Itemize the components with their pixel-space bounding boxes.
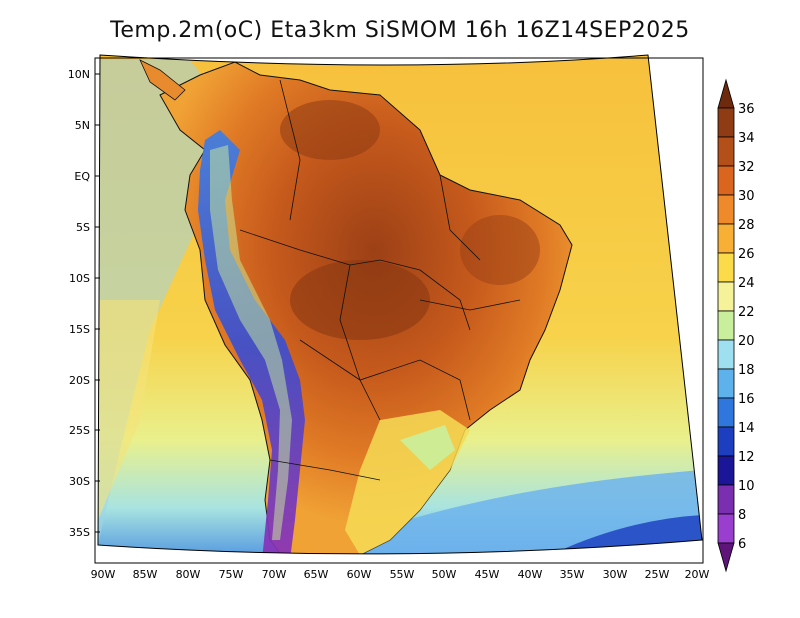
lat-tick-label: 5N (75, 119, 90, 132)
map-frame (97, 54, 703, 555)
map-title: Temp.2m(oC) Eta3km SiSMOM 16h 16Z14SEP20… (110, 18, 690, 43)
colorbar-label: 36 (738, 102, 755, 117)
colorbar-label: 26 (738, 247, 755, 262)
lon-tick-label: 20W (685, 568, 710, 581)
colorbar-label: 10 (738, 479, 755, 494)
colorbar-label: 12 (738, 450, 755, 465)
colorbar-label: 6 (738, 537, 746, 552)
lon-tick-label: 30W (603, 568, 628, 581)
colorbar-label: 30 (738, 189, 755, 204)
lon-tick-label: 70W (262, 568, 287, 581)
lon-tick-label: 85W (133, 568, 158, 581)
colorbar-swatch (717, 426, 735, 457)
axis-frame (94, 57, 704, 564)
colorbar-label: 8 (738, 508, 746, 523)
colorbar-swatch (717, 484, 735, 515)
lon-tick-label: 75W (219, 568, 244, 581)
lat-tick-label: 35S (69, 526, 90, 539)
colorbar-label: 20 (738, 334, 755, 349)
colorbar-swatch (717, 513, 735, 544)
lon-tick-label: 90W (91, 568, 116, 581)
colorbar-swatch (717, 107, 735, 138)
colorbar-swatch (717, 281, 735, 312)
colorbar-label: 14 (738, 421, 755, 436)
lat-tick-label: 5S (76, 221, 90, 234)
colorbar-swatch (717, 310, 735, 341)
colorbar-swatch (717, 136, 735, 167)
colorbar-bottom-arrow (717, 542, 735, 573)
colorbar-label: 32 (738, 160, 755, 175)
lat-tick-label: 20S (69, 374, 90, 387)
colorbar-swatch (717, 194, 735, 225)
colorbar-swatch (717, 165, 735, 196)
colorbar-label: 34 (738, 131, 755, 146)
lat-tick-label: 30S (69, 475, 90, 488)
lat-tick-label: EQ (74, 170, 90, 183)
lon-tick-label: 50W (432, 568, 457, 581)
colorbar-label: 28 (738, 218, 755, 233)
colorbar-swatch (717, 368, 735, 399)
colorbar-swatch (717, 223, 735, 254)
lon-tick-label: 40W (518, 568, 543, 581)
colorbar-swatch (717, 252, 735, 283)
lon-tick-label: 35W (560, 568, 585, 581)
colorbar-label: 16 (738, 392, 755, 407)
lat-tick-label: 15S (69, 323, 90, 336)
lat-tick-label: 25S (69, 424, 90, 437)
colorbar-label: 22 (738, 305, 755, 320)
colorbar-swatch (717, 455, 735, 486)
colorbar-label: 24 (738, 276, 755, 291)
colorbar-swatch (717, 339, 735, 370)
lat-tick-label: 10S (69, 272, 90, 285)
lon-tick-label: 25W (645, 568, 670, 581)
lon-tick-label: 80W (176, 568, 201, 581)
lon-tick-label: 55W (390, 568, 415, 581)
lon-tick-label: 45W (475, 568, 500, 581)
colorbar-swatch (717, 397, 735, 428)
colorbar-top-arrow (717, 78, 735, 109)
lon-axis: 90W 85W 80W 75W 70W 65W 60W 55W 50W 45W … (91, 568, 710, 581)
colorbar-label: 18 (738, 363, 755, 378)
lon-tick-label: 60W (347, 568, 372, 581)
colorbar: 36 34 32 30 28 26 24 22 20 18 16 14 12 10 8 6 (717, 78, 755, 573)
lon-tick-label: 65W (304, 568, 329, 581)
map-panel (98, 55, 702, 554)
lat-tick-label: 10N (68, 68, 90, 81)
lat-axis: 10N 5N EQ 5S 10S 15S 20S 25S 30S 35S (68, 68, 100, 539)
